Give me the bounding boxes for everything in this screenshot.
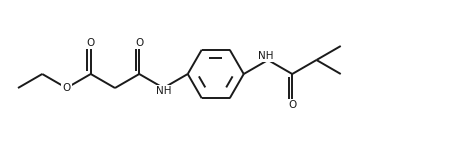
Text: O: O xyxy=(86,38,95,48)
Text: O: O xyxy=(135,38,143,48)
Text: O: O xyxy=(62,83,71,93)
Text: O: O xyxy=(288,100,296,110)
Text: NH: NH xyxy=(156,86,171,96)
Text: NH: NH xyxy=(258,51,274,61)
